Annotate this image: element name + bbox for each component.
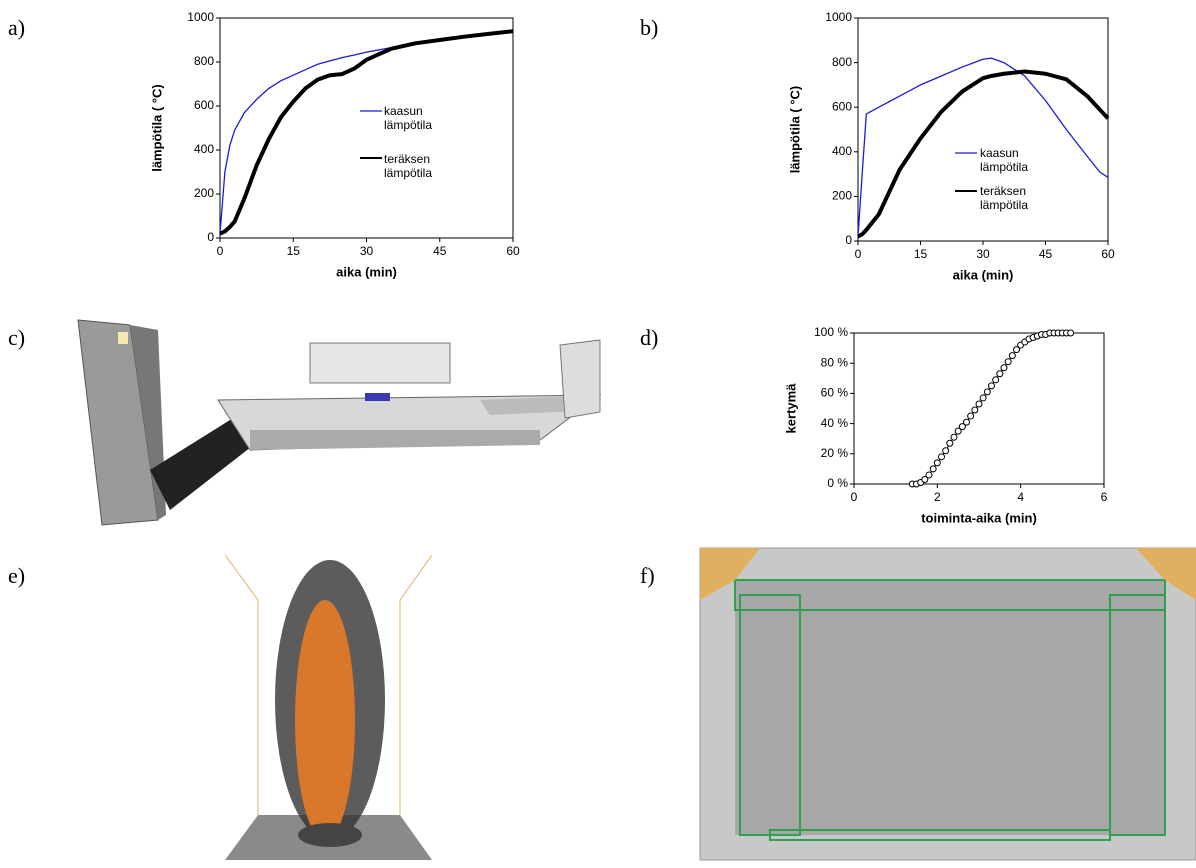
panel-label: f) [640, 563, 655, 588]
data-point [946, 439, 954, 447]
data-point [975, 400, 983, 408]
data-point [954, 427, 962, 435]
panel-label: e) [8, 563, 25, 588]
data-point [971, 406, 979, 414]
room-model-image [699, 547, 1196, 861]
x-tick-label: 15 [287, 244, 301, 258]
x-axis-title: aika (min) [953, 267, 1014, 282]
x-tick-label: 6 [1101, 490, 1108, 504]
x-tick-label: 60 [1101, 247, 1115, 261]
data-point [925, 471, 933, 479]
x-tick-label: 0 [217, 244, 224, 258]
plot-frame [853, 332, 1105, 485]
y-tick-label: 0 [845, 233, 852, 247]
x-tick-label: 60 [506, 244, 520, 258]
x-tick-label: 45 [1039, 247, 1053, 261]
x-tick-label: 45 [433, 244, 447, 258]
y-tick-label: 400 [832, 144, 852, 158]
x-tick-label: 30 [360, 244, 374, 258]
data-point [996, 370, 1004, 378]
y-tick-label: 400 [194, 142, 214, 156]
y-tick-label: 20 % [821, 446, 849, 460]
x-tick-label: 0 [855, 247, 862, 261]
y-tick-label: 800 [832, 55, 852, 69]
data-point [979, 394, 987, 402]
y-tick-label: 40 % [821, 416, 849, 430]
y-axis-title: kertymä [783, 383, 798, 434]
data-point [988, 382, 995, 390]
data-point [942, 447, 950, 455]
y-tick-label: 200 [194, 186, 214, 200]
data-point [992, 376, 1000, 384]
y-axis-title: lämpötila ( °C) [149, 84, 164, 172]
panel-label: b) [640, 15, 658, 40]
x-tick-label: 30 [976, 247, 990, 261]
plot-frame [219, 17, 514, 239]
legend-label: teräksen lämpötila [980, 184, 1029, 212]
data-line [857, 69, 1110, 239]
legend-label: teräksen lämpötila [384, 152, 433, 180]
data-point [929, 465, 937, 473]
y-tick-label: 0 % [827, 476, 848, 490]
y-tick-label: 1000 [825, 10, 852, 24]
data-point [1013, 346, 1020, 354]
legend-label: kaasun lämpötila [384, 104, 433, 132]
y-tick-label: 100 % [814, 325, 848, 339]
data-line [857, 57, 1109, 237]
data-point [950, 433, 958, 441]
y-tick-label: 600 [194, 98, 214, 112]
y-axis-title: lämpötila ( °C) [787, 86, 802, 174]
data-point [938, 453, 945, 461]
data-point [1067, 329, 1075, 337]
x-axis-title: aika (min) [336, 264, 397, 279]
data-point [1000, 364, 1008, 372]
x-tick-label: 15 [914, 247, 928, 261]
y-tick-label: 600 [832, 99, 852, 113]
building-model-image [77, 319, 602, 526]
data-point [933, 459, 941, 467]
y-tick-label: 200 [832, 189, 852, 203]
fire-simulation-image [222, 553, 434, 860]
data-point [967, 412, 975, 420]
data-point [958, 423, 966, 431]
x-tick-label: 2 [934, 490, 941, 504]
legend-label: kaasun lämpötila [980, 146, 1029, 174]
y-tick-label: 800 [194, 54, 214, 68]
y-tick-label: 1000 [187, 10, 214, 24]
data-line [219, 29, 514, 236]
y-tick-label: 60 % [821, 386, 849, 400]
y-tick-label: 0 [207, 230, 214, 244]
data-point [1004, 358, 1012, 366]
data-point [963, 418, 970, 426]
plot-frame [857, 17, 1109, 242]
data-point [1008, 352, 1016, 360]
panel-label: a) [8, 15, 25, 40]
x-tick-label: 4 [1017, 490, 1024, 504]
data-point [983, 388, 991, 396]
x-axis-title: toiminta-aika (min) [921, 510, 1037, 525]
panel-label: d) [640, 325, 658, 350]
x-tick-label: 0 [851, 490, 858, 504]
data-point [921, 475, 929, 483]
y-tick-label: 80 % [821, 355, 849, 369]
panel-label: c) [8, 325, 25, 350]
